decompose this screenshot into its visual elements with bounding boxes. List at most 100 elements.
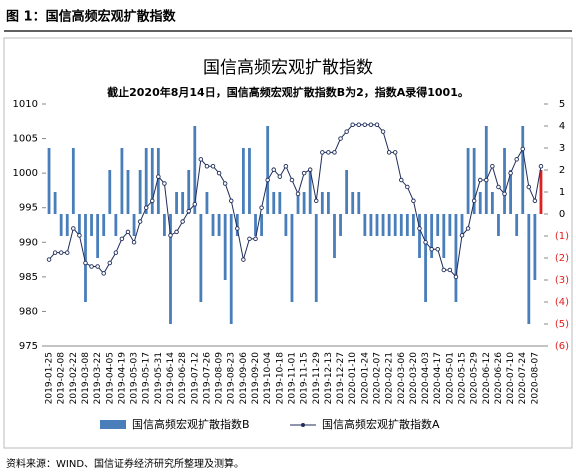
y-tick-label: 995 [19, 203, 38, 214]
bar [497, 214, 500, 236]
y-tick-label: 980 [19, 306, 38, 317]
x-tick-label: 2019-07-12 [190, 352, 200, 404]
y2-tick-label: 1 [559, 187, 565, 198]
line-marker [241, 257, 246, 262]
y-tick-label: 1005 [13, 134, 38, 145]
line-marker [83, 260, 88, 266]
bar [442, 214, 446, 258]
line-marker [150, 198, 155, 204]
line-marker [235, 226, 240, 231]
line-marker [52, 250, 58, 255]
line-marker [417, 226, 422, 231]
bar [138, 170, 142, 214]
line-marker [259, 205, 264, 210]
bar [339, 214, 342, 236]
bar [539, 170, 543, 214]
line-marker [101, 271, 106, 276]
bar [515, 214, 519, 236]
bar [509, 170, 512, 214]
line-marker [514, 157, 519, 162]
x-tick-label: 2020-08-07 [530, 352, 540, 404]
y-tick-label: 1010 [13, 99, 38, 110]
bar [387, 214, 391, 236]
line-marker [222, 181, 228, 186]
line-marker [131, 240, 137, 245]
line [48, 124, 542, 278]
x-tick-label: 2019-02-22 [69, 352, 79, 404]
bar [235, 214, 239, 236]
line-marker [508, 170, 513, 176]
line-marker [502, 191, 507, 197]
y2-tick-label: 2 [559, 165, 565, 176]
line-marker [362, 122, 368, 127]
line-marker [295, 191, 301, 197]
bar [96, 214, 100, 258]
bar [126, 170, 130, 214]
bar [484, 126, 488, 214]
line-marker [356, 122, 362, 127]
bar [71, 148, 75, 214]
bar [78, 214, 81, 236]
x-tick-label: 2019-03-22 [93, 352, 103, 404]
y2-tick-label: (1) [555, 231, 569, 242]
bar [223, 214, 227, 280]
bar [254, 214, 257, 236]
line-marker [314, 198, 319, 204]
bar [527, 214, 531, 324]
bar [114, 214, 118, 236]
line-marker [423, 240, 428, 245]
source-note: 资料来源：WIND、国信证券经济研究所整理及测算。 [6, 457, 244, 470]
line-marker [307, 167, 313, 172]
y-tick-label: 985 [19, 272, 38, 283]
line-marker [46, 257, 52, 262]
line-marker [405, 184, 410, 190]
line-marker [338, 136, 343, 141]
line-marker [301, 170, 307, 176]
bar [260, 214, 263, 236]
bar [375, 214, 379, 236]
bar [59, 214, 63, 236]
line-marker [477, 177, 483, 183]
line-marker [71, 226, 76, 231]
y2-tick-label: 0 [559, 209, 565, 220]
x-tick-label: 2019-04-19 [117, 352, 127, 405]
line-marker [332, 150, 337, 155]
bar [241, 148, 245, 214]
x-tick-label: 2019-03-08 [81, 352, 91, 405]
x-tick-label: 2019-02-08 [57, 352, 67, 405]
x-tick-label: 2020-01-24 [360, 352, 370, 405]
bar [108, 170, 112, 214]
line-marker [465, 226, 471, 231]
bar [290, 214, 294, 302]
x-tick-label: 2020-05-01 [445, 352, 455, 404]
legend-label: 国信高频宏观扩散指数B [132, 417, 250, 431]
line-marker [204, 163, 210, 169]
x-tick-label: 2019-11-15 [300, 352, 310, 404]
line-marker [496, 184, 501, 190]
x-tick-label: 2020-04-17 [433, 352, 443, 404]
bar [266, 126, 270, 214]
chart-title: 国信高频宏观扩散指数 [203, 58, 373, 78]
x-tick-label: 2019-05-31 [154, 352, 164, 404]
line-marker [210, 163, 216, 169]
line-marker [107, 260, 113, 266]
line-marker [125, 229, 131, 235]
x-tick-label: 2019-10-18 [275, 352, 285, 405]
x-tick-label: 2019-08-09 [215, 352, 225, 405]
line-marker [374, 122, 380, 127]
bar [229, 214, 233, 324]
line-marker [490, 163, 495, 169]
y2-tick-label: (6) [555, 341, 569, 352]
line-marker [392, 150, 398, 155]
line-marker [520, 146, 525, 152]
bar [308, 170, 312, 214]
line-marker [119, 236, 125, 242]
x-tick-label: 2019-05-03 [130, 352, 140, 404]
x-tick-label: 2019-11-29 [312, 352, 322, 405]
bar [460, 214, 464, 236]
line-marker [532, 198, 538, 204]
bar [412, 214, 415, 236]
line-marker [247, 236, 252, 242]
bar [393, 214, 397, 236]
